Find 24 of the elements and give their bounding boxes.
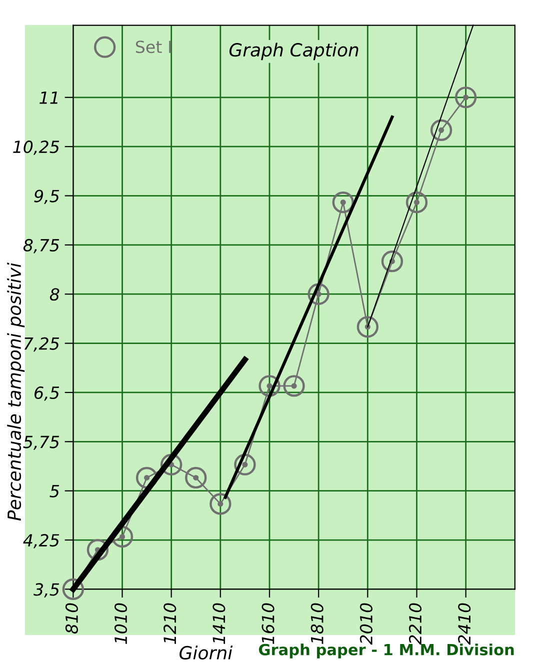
y-tick-label: 7,25 — [24, 337, 60, 352]
text: Graph paper - 1 M.M. Division — [258, 644, 514, 658]
x-tick-label: 1610 — [262, 603, 274, 644]
y-tick-label: 3,5 — [34, 583, 60, 598]
x-tick-label: 2010 — [360, 603, 372, 645]
y-tick-label: 4,25 — [23, 534, 60, 548]
legend-label: Set I — [136, 40, 171, 54]
x-tick-label: 1010 — [114, 603, 128, 644]
y-tick-label: 10,25 — [13, 140, 60, 155]
y-tick-label: 8,75 — [23, 238, 60, 254]
y-tick-label: 11 — [40, 92, 58, 104]
x-tick-label: 2210 — [408, 603, 422, 645]
y-tick-label: 9,5 — [34, 190, 60, 204]
x-axis-title: Giorni — [180, 646, 233, 660]
text: Graph Caption — [229, 42, 358, 60]
x-tick-label: 1410 — [212, 603, 226, 644]
x-tick-label: 1210 — [164, 603, 176, 644]
y-tick-label: 5,75 — [23, 436, 60, 450]
x-tick-label: 1810 — [310, 603, 324, 644]
y-tick-label: 5 — [50, 485, 60, 498]
y-tick-label: 6,5 — [34, 386, 60, 401]
x-tick-label: 2410 — [458, 603, 471, 645]
y-tick-label: 8 — [50, 288, 60, 301]
x-tick-label: 810 — [65, 603, 78, 634]
